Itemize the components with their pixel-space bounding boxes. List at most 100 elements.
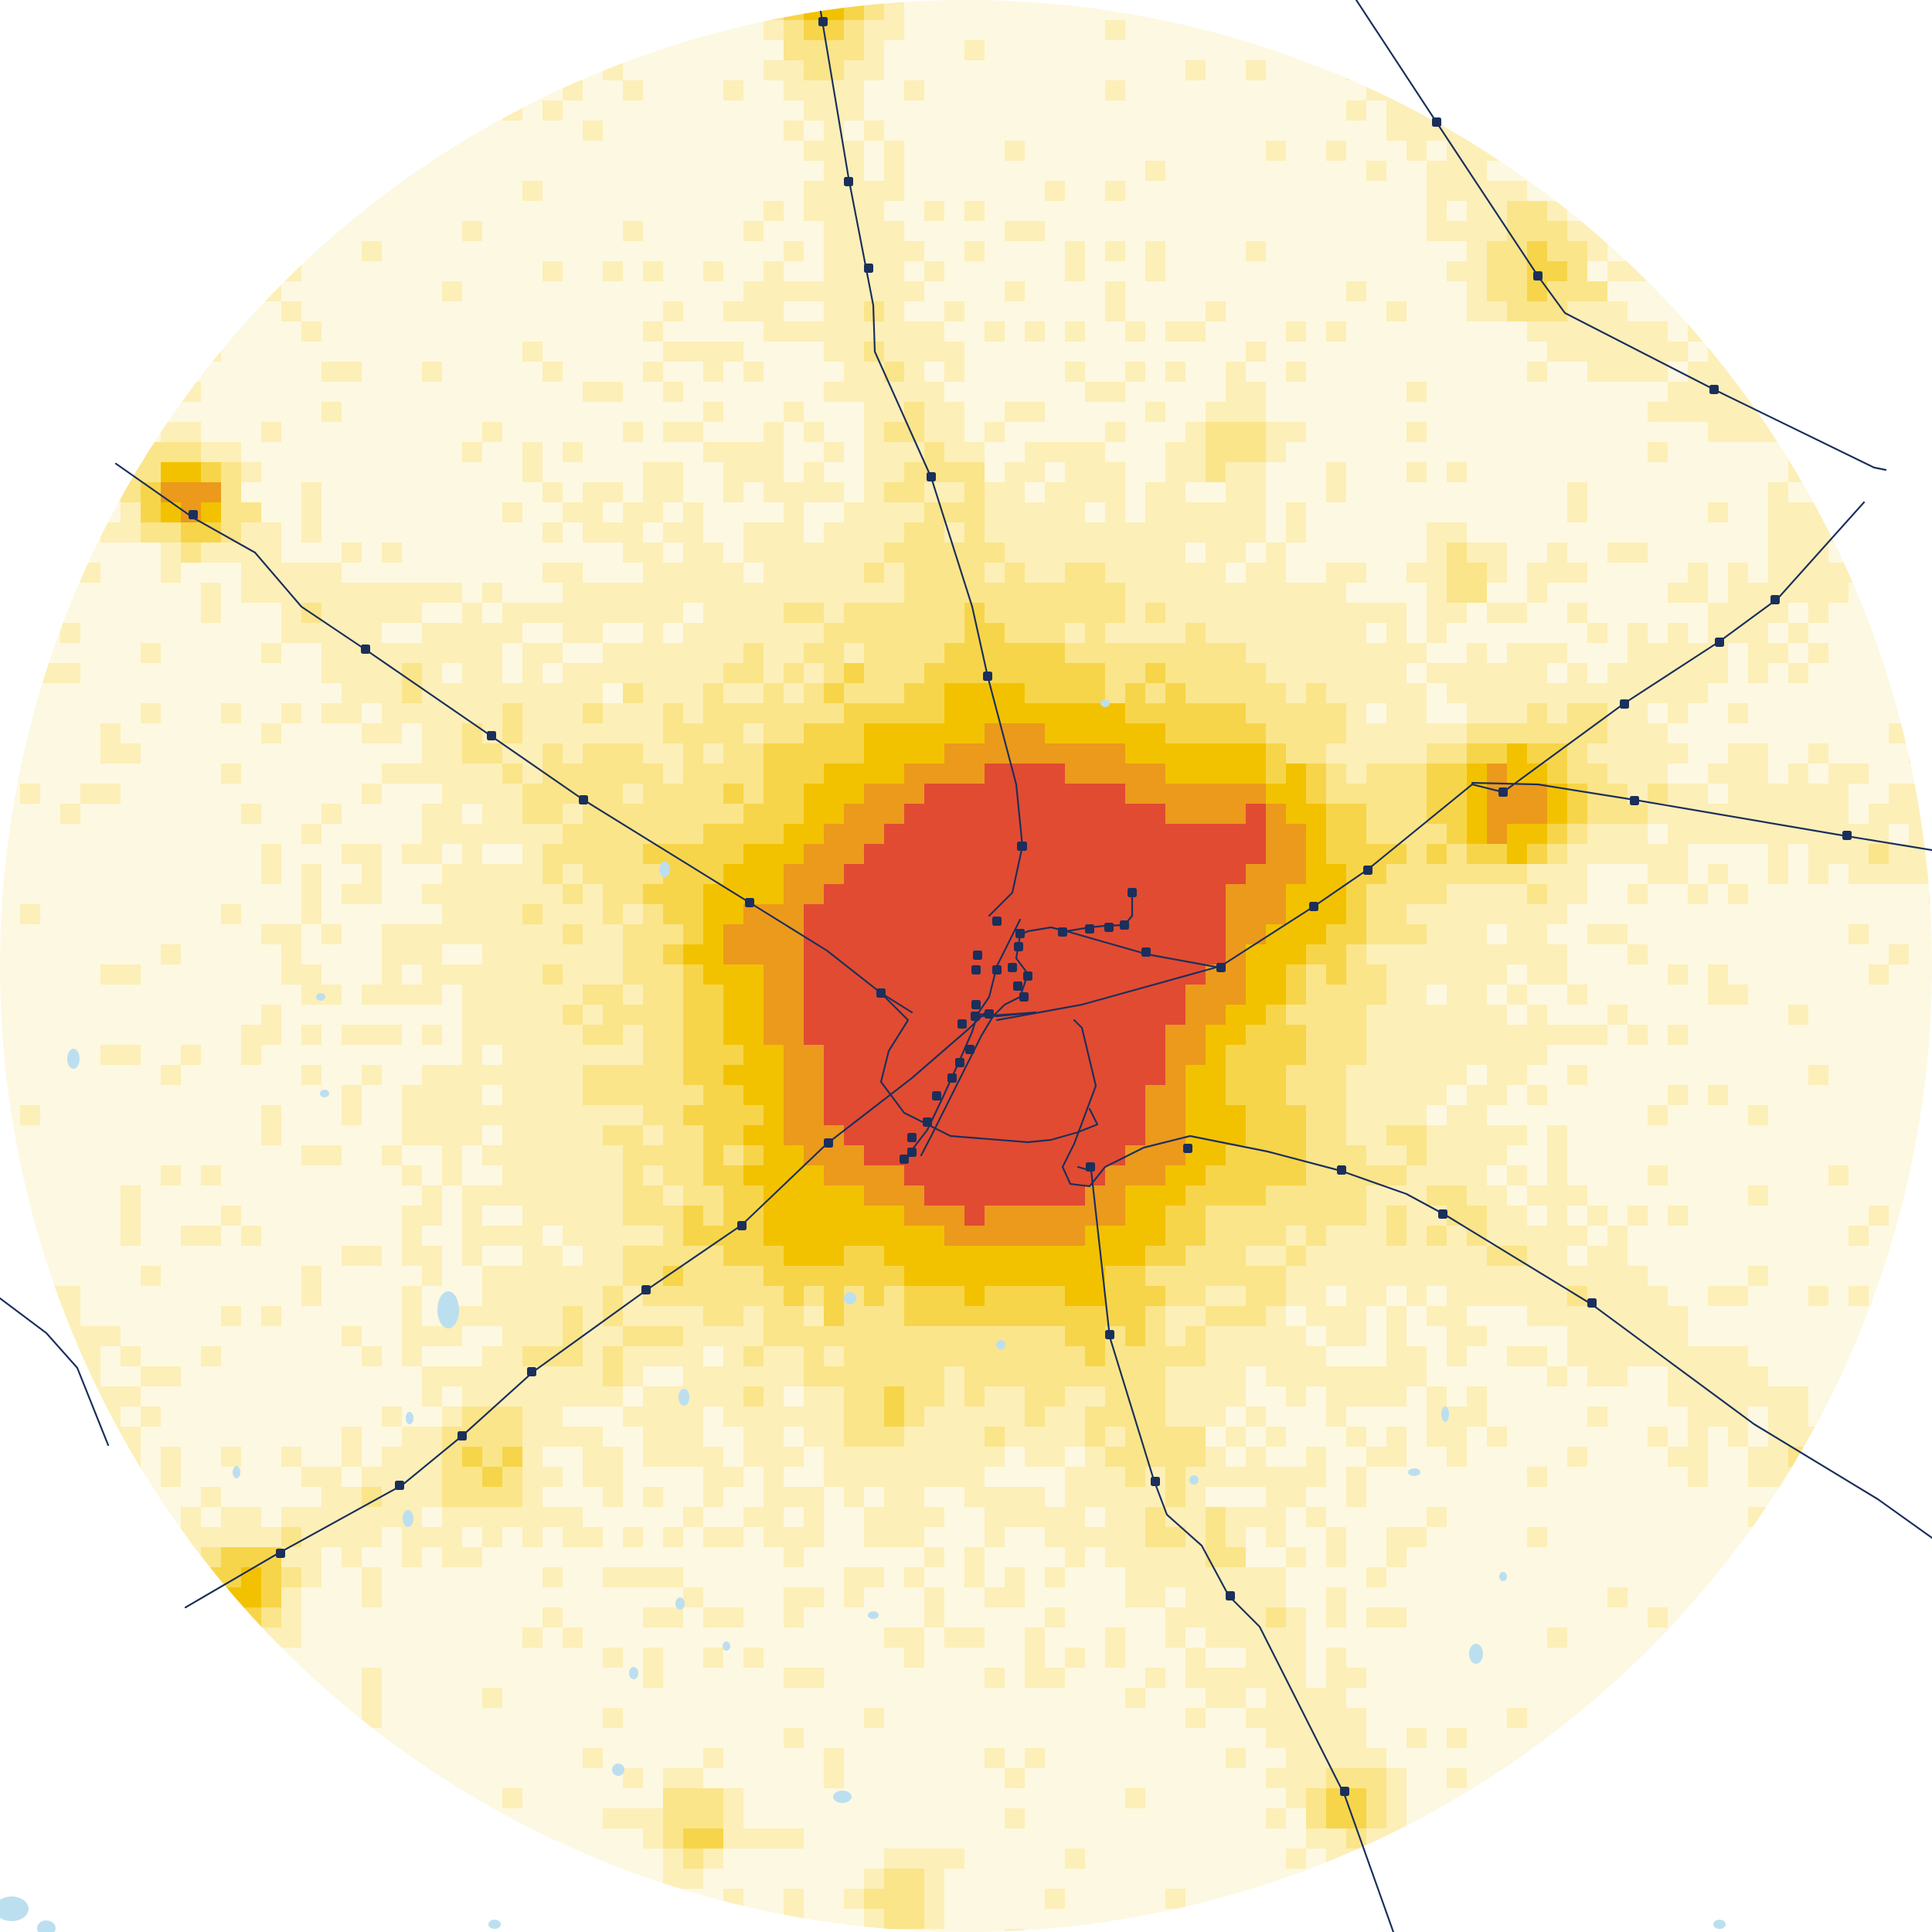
- density-cell: [743, 402, 764, 423]
- density-cell: [764, 764, 784, 784]
- density-cell: [1286, 1085, 1307, 1106]
- density-cell: [603, 442, 624, 463]
- density-cell: [482, 764, 503, 784]
- density-cell: [1266, 703, 1287, 724]
- density-cell: [764, 623, 784, 644]
- density-cell: [1547, 522, 1568, 543]
- density-cell: [1206, 1085, 1226, 1106]
- density-cell: [563, 703, 583, 724]
- density-cell: [563, 944, 583, 965]
- density-cell: [864, 442, 885, 463]
- density-cell: [743, 723, 764, 744]
- density-cell: [502, 924, 523, 945]
- density-cell: [1527, 784, 1548, 804]
- density-cell: [1266, 944, 1287, 965]
- density-cell: [40, 623, 61, 644]
- density-cell: [1246, 141, 1267, 162]
- density-cell: [80, 1206, 101, 1226]
- density-cell: [402, 321, 423, 342]
- density-cell: [703, 643, 724, 664]
- density-cell: [482, 201, 503, 222]
- density-cell: [1768, 985, 1789, 1005]
- density-cell: [1708, 1145, 1729, 1166]
- density-cell: [281, 522, 302, 543]
- density-cell: [502, 161, 523, 182]
- density-cell: [1889, 1065, 1910, 1086]
- density-cell: [462, 1025, 483, 1046]
- density-cell: [141, 623, 162, 644]
- density-cell: [985, 402, 1005, 423]
- density-cell: [623, 80, 644, 101]
- density-cell: [201, 1045, 222, 1066]
- density-cell: [643, 1045, 664, 1066]
- density-cell: [1306, 1125, 1327, 1146]
- density-cell: [221, 342, 242, 362]
- density-cell: [1266, 743, 1287, 764]
- density-cell: [1487, 824, 1508, 845]
- density-cell: [1507, 824, 1528, 845]
- density-cell: [342, 402, 362, 423]
- density-cell: [1085, 20, 1106, 41]
- density-cell: [522, 1125, 543, 1146]
- density-cell: [80, 784, 101, 804]
- density-cell: [623, 1065, 644, 1086]
- density-cell: [1607, 482, 1628, 503]
- density-cell: [1427, 703, 1447, 724]
- density-cell: [784, 824, 804, 845]
- density-cell: [60, 1085, 81, 1106]
- density-cell: [40, 864, 61, 885]
- density-cell: [1105, 1025, 1126, 1046]
- density-cell: [964, 382, 985, 403]
- density-cell: [0, 1185, 21, 1206]
- density-cell: [1869, 944, 1889, 965]
- density-cell: [844, 40, 865, 61]
- density-cell: [301, 623, 322, 644]
- density-cell: [1226, 563, 1247, 583]
- density-cell: [1628, 603, 1648, 624]
- density-cell: [1005, 1145, 1026, 1166]
- density-cell: [342, 683, 362, 704]
- density-cell: [1266, 342, 1287, 362]
- density-cell: [1386, 764, 1407, 784]
- density-cell: [1346, 321, 1367, 342]
- density-cell: [1185, 683, 1206, 704]
- density-cell: [563, 543, 583, 563]
- density-cell: [100, 844, 121, 865]
- density-cell: [1065, 804, 1086, 825]
- density-cell: [1206, 663, 1226, 684]
- density-cell: [924, 1185, 945, 1206]
- density-cell: [583, 764, 604, 784]
- density-cell: [1406, 221, 1427, 242]
- density-cell: [422, 342, 443, 362]
- density-cell: [1668, 944, 1689, 965]
- density-cell: [1246, 522, 1267, 543]
- density-cell: [1226, 281, 1247, 302]
- density-cell: [1266, 643, 1287, 664]
- density-cell: [1366, 563, 1387, 583]
- density-cell: [1065, 422, 1086, 443]
- density-cell: [1266, 422, 1287, 443]
- density-cell: [462, 281, 483, 302]
- density-cell: [382, 904, 403, 925]
- density-cell: [382, 924, 403, 945]
- density-cell: [1206, 1105, 1226, 1126]
- density-cell: [382, 804, 403, 825]
- density-cell: [1206, 502, 1226, 523]
- density-cell: [985, 844, 1005, 865]
- density-cell: [1125, 482, 1146, 503]
- density-cell: [321, 321, 342, 342]
- density-cell: [60, 844, 81, 865]
- density-cell: [522, 100, 543, 121]
- density-cell: [583, 1145, 604, 1166]
- density-cell: [1688, 422, 1709, 443]
- density-cell: [502, 824, 523, 845]
- density-cell: [261, 703, 282, 724]
- density-cell: [543, 1085, 563, 1106]
- density-cell: [663, 1065, 684, 1086]
- density-cell: [1165, 1145, 1186, 1166]
- density-cell: [1929, 944, 1932, 965]
- density-cell: [884, 462, 905, 483]
- density-cell: [1306, 884, 1327, 905]
